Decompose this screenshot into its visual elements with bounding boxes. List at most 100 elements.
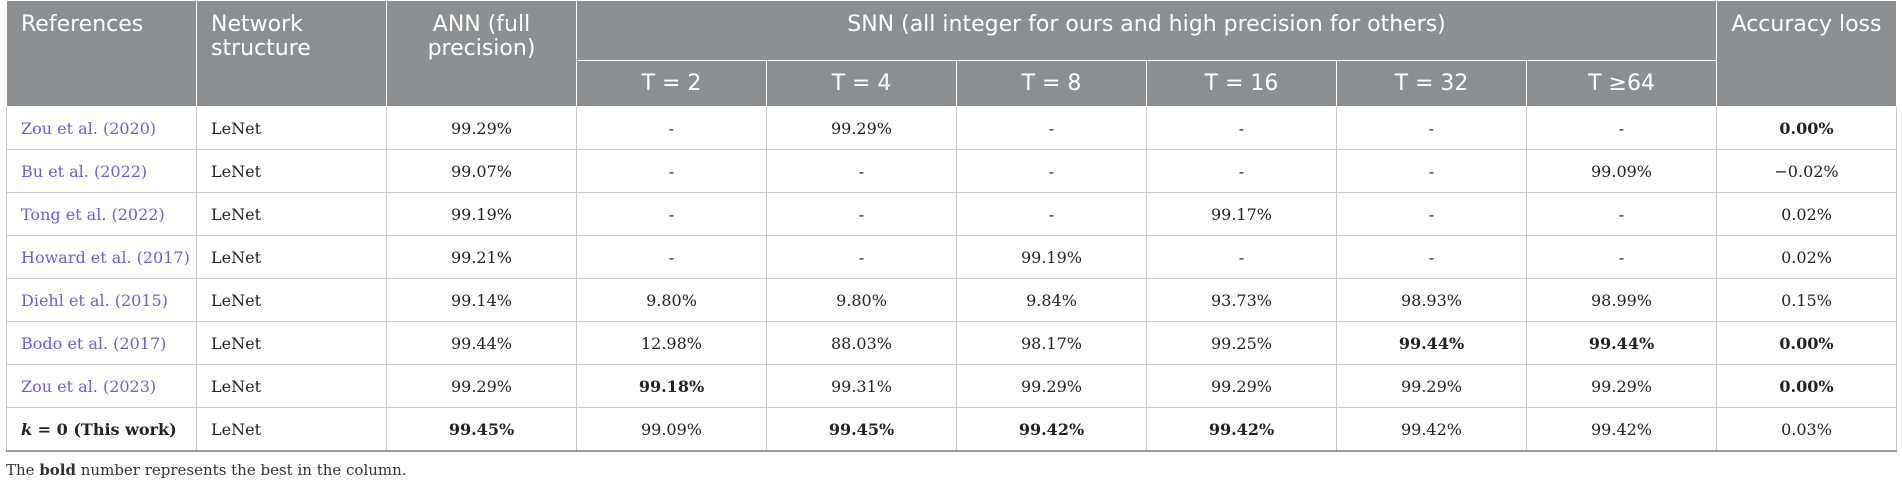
t16-cell: 93.73% <box>1146 278 1337 322</box>
reference-link[interactable]: Zou et al. (2023) <box>6 364 197 408</box>
table-row: Bu et al. (2022) LeNet 99.07% - - - - - … <box>6 149 1898 193</box>
network-cell: LeNet <box>196 321 387 365</box>
t2-cell: 99.09% <box>576 407 767 452</box>
t32-cell: - <box>1336 192 1527 236</box>
t64-cell: 99.42% <box>1525 407 1718 452</box>
t8-cell: 99.42% <box>956 407 1147 452</box>
footnote-pre: The <box>6 461 40 479</box>
this-work-text: = 0 (This work) <box>32 419 177 439</box>
t16-cell: - <box>1146 235 1337 279</box>
table-row: Zou et al. (2020) LeNet 99.29% - 99.29% … <box>6 106 1898 150</box>
k-variable: k <box>21 419 33 439</box>
t4-cell: 9.80% <box>766 278 957 322</box>
header-row-top: References Network structure ANN (full p… <box>6 0 1898 107</box>
t32-cell: 99.29% <box>1336 364 1527 408</box>
ann-cell: 99.19% <box>386 192 577 236</box>
t64-cell: 98.99% <box>1525 278 1718 322</box>
t2-cell: - <box>576 149 767 193</box>
header-t2: T = 2 <box>576 60 767 107</box>
reference-link[interactable]: Bodo et al. (2017) <box>6 321 197 365</box>
ann-cell: 99.29% <box>386 106 577 150</box>
header-network-structure: Network structure <box>196 0 387 107</box>
t32-cell: 98.93% <box>1336 278 1527 322</box>
t4-cell: 99.31% <box>766 364 957 408</box>
t16-cell: - <box>1146 106 1337 150</box>
ann-cell: 99.14% <box>386 278 577 322</box>
reference-link[interactable]: Tong et al. (2022) <box>6 192 197 236</box>
loss-cell: 0.00% <box>1716 364 1898 408</box>
header-t4: T = 4 <box>766 60 957 107</box>
reference-link[interactable]: Bu et al. (2022) <box>6 149 197 193</box>
footnote-post: number represents the best in the column… <box>76 461 407 479</box>
t32-cell: - <box>1336 235 1527 279</box>
loss-cell: −0.02% <box>1716 149 1898 193</box>
t8-cell: - <box>956 106 1147 150</box>
t64-cell: 99.44% <box>1525 321 1718 365</box>
loss-cell: 0.03% <box>1716 407 1898 452</box>
network-cell: LeNet <box>196 364 387 408</box>
results-table: References Network structure ANN (full p… <box>6 0 1898 452</box>
header-t32: T = 32 <box>1336 60 1527 107</box>
loss-cell: 0.15% <box>1716 278 1898 322</box>
t2-cell: - <box>576 235 767 279</box>
t8-cell: 99.19% <box>956 235 1147 279</box>
header-t16: T = 16 <box>1146 60 1337 107</box>
reference-link[interactable]: Howard et al. (2017) <box>6 235 197 279</box>
table-row: Bodo et al. (2017) LeNet 99.44% 12.98% 8… <box>6 321 1898 365</box>
network-cell: LeNet <box>196 235 387 279</box>
reference-link[interactable]: Zou et al. (2020) <box>6 106 197 150</box>
loss-cell: 0.00% <box>1716 106 1898 150</box>
ann-cell: 99.44% <box>386 321 577 365</box>
loss-cell: 0.02% <box>1716 235 1898 279</box>
t2-cell: 12.98% <box>576 321 767 365</box>
t64-cell: - <box>1525 235 1718 279</box>
t2-cell: 9.80% <box>576 278 767 322</box>
table-row: Diehl et al. (2015) LeNet 99.14% 9.80% 9… <box>6 278 1898 322</box>
header-snn: SNN (all integer for ours and high preci… <box>575 0 1718 61</box>
results-table-container: References Network structure ANN (full p… <box>6 0 1898 452</box>
t8-cell: 98.17% <box>956 321 1147 365</box>
ann-cell: 99.07% <box>386 149 577 193</box>
header-ann: ANN (full precision) <box>386 0 577 107</box>
t64-cell: - <box>1525 106 1718 150</box>
loss-cell: 0.00% <box>1716 321 1898 365</box>
ann-cell: 99.29% <box>386 364 577 408</box>
t8-cell: 9.84% <box>956 278 1147 322</box>
t32-cell: - <box>1336 149 1527 193</box>
t4-cell: - <box>766 192 957 236</box>
ann-cell: 99.45% <box>386 407 577 452</box>
t64-cell: - <box>1525 192 1718 236</box>
loss-cell: 0.02% <box>1716 192 1898 236</box>
table-row-this-work: k = 0 (This work) LeNet 99.45% 99.09% 99… <box>6 407 1898 452</box>
network-cell: LeNet <box>196 278 387 322</box>
network-cell: LeNet <box>196 407 387 452</box>
header-references: References <box>6 0 197 107</box>
t32-cell: 99.42% <box>1336 407 1527 452</box>
t2-cell: - <box>576 192 767 236</box>
t32-cell: 99.44% <box>1336 321 1527 365</box>
t64-cell: 99.09% <box>1525 149 1718 193</box>
t4-cell: 99.45% <box>766 407 957 452</box>
t8-cell: 99.29% <box>956 364 1147 408</box>
header-accuracy-loss: Accuracy loss <box>1716 0 1898 107</box>
header-t8: T = 8 <box>956 60 1147 107</box>
t4-cell: 99.29% <box>766 106 957 150</box>
ann-cell: 99.21% <box>386 235 577 279</box>
header-row-timesteps: T = 2 T = 4 T = 8 T = 16 T = 32 T ≥64 <box>7 60 1897 107</box>
footnote-bold: bold <box>39 461 76 479</box>
this-work-label: k = 0 (This work) <box>6 407 197 452</box>
t4-cell: - <box>766 235 957 279</box>
network-cell: LeNet <box>196 192 387 236</box>
table-row: Tong et al. (2022) LeNet 99.19% - - - 99… <box>6 192 1898 236</box>
t16-cell: 99.29% <box>1146 364 1337 408</box>
t2-cell: - <box>576 106 767 150</box>
t16-cell: - <box>1146 149 1337 193</box>
t8-cell: - <box>956 149 1147 193</box>
network-cell: LeNet <box>196 106 387 150</box>
reference-link[interactable]: Diehl et al. (2015) <box>6 278 197 322</box>
table-row: Howard et al. (2017) LeNet 99.21% - - 99… <box>6 235 1898 279</box>
t64-cell: 99.29% <box>1525 364 1718 408</box>
t4-cell: 88.03% <box>766 321 957 365</box>
network-cell: LeNet <box>196 149 387 193</box>
table-footnote: The bold number represents the best in t… <box>6 461 407 479</box>
